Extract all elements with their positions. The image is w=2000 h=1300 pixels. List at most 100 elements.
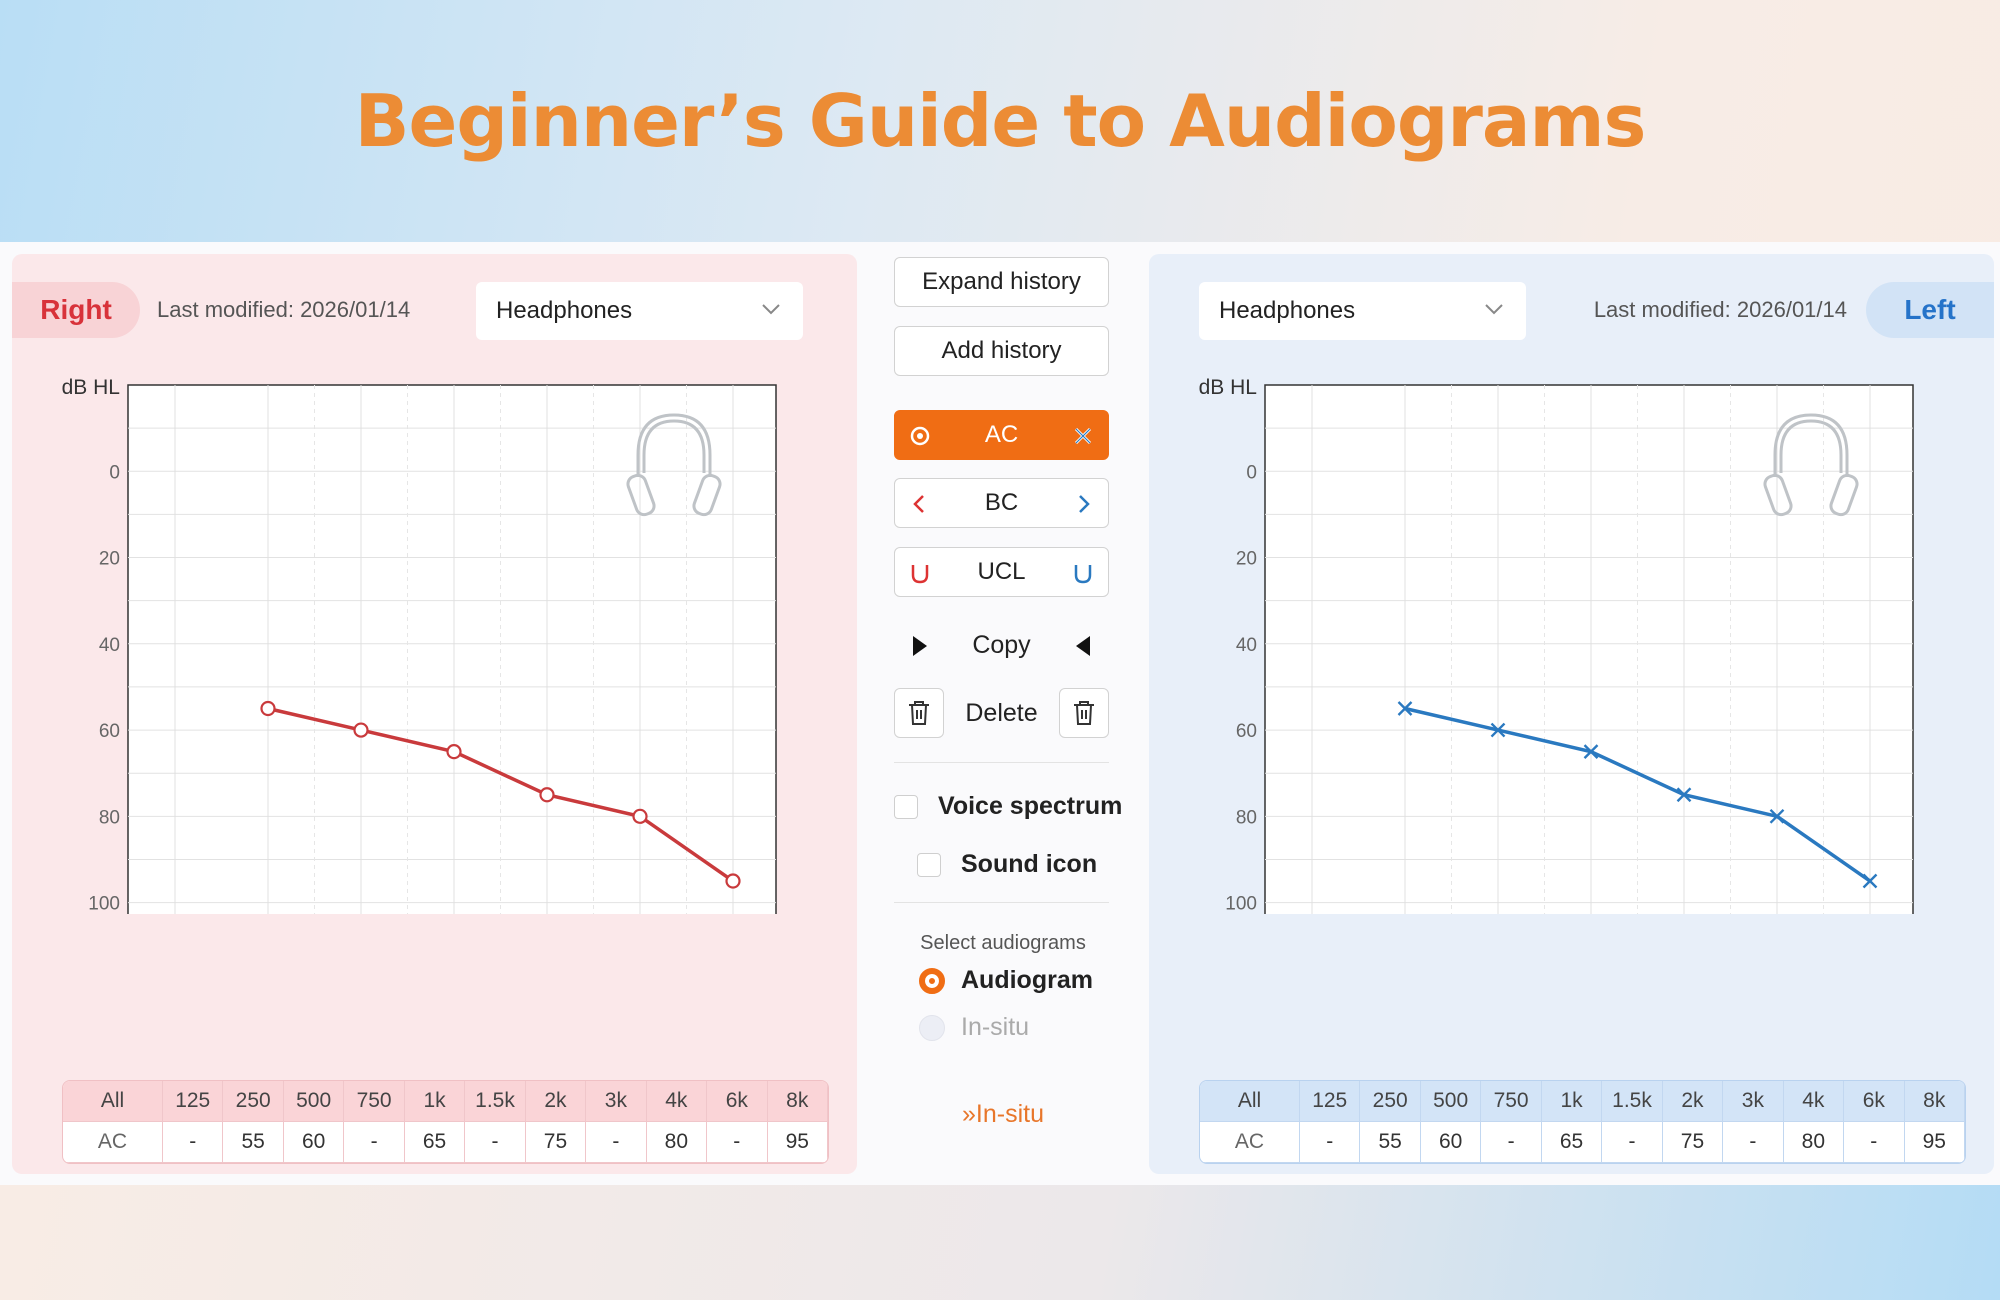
plot-area xyxy=(127,384,777,914)
table-cell[interactable]: - xyxy=(1300,1122,1361,1163)
table-cell[interactable]: - xyxy=(1481,1122,1542,1163)
table-cell[interactable]: 55 xyxy=(1360,1122,1421,1163)
table-cell[interactable]: 60 xyxy=(1420,1122,1482,1163)
y-tick-label: 100 xyxy=(88,894,120,914)
data-point xyxy=(1769,808,1785,824)
table-header-label: All xyxy=(1200,1081,1300,1122)
data-point xyxy=(1862,873,1878,889)
chevron-down-icon xyxy=(762,304,780,315)
data-point xyxy=(725,873,741,889)
ac-mode-button[interactable]: AC xyxy=(894,410,1109,460)
insitu-link-label: In-situ xyxy=(975,1100,1044,1128)
transducer-dropdown[interactable]: Headphones xyxy=(1199,282,1526,340)
insitu-link[interactable]: »In-situ xyxy=(857,1100,1149,1129)
table-cell[interactable]: 80 xyxy=(1783,1122,1845,1163)
y-tick-label: 20 xyxy=(99,549,120,570)
delete-row: Delete xyxy=(894,688,1109,738)
copy-to-left-icon[interactable] xyxy=(908,634,930,658)
transducer-value: Headphones xyxy=(496,297,633,324)
y-axis-label: dB HL xyxy=(1199,376,1257,399)
table-cell[interactable]: 55 xyxy=(223,1122,284,1163)
table-cell[interactable]: - xyxy=(707,1122,768,1163)
left-threshold-table: All 125 250 500 750 1k 1.5k 2k 3k 4k 6k 8k AC -55 60-6… xyxy=(1199,1080,1966,1164)
table-cell[interactable]: - xyxy=(586,1122,647,1163)
transducer-dropdown[interactable]: Headphones xyxy=(476,282,803,340)
table-cell[interactable]: - xyxy=(1844,1122,1905,1163)
y-tick-label: 0 xyxy=(109,462,120,483)
table-cell[interactable]: 65 xyxy=(1541,1122,1603,1163)
copy-to-right-icon[interactable] xyxy=(1073,634,1095,658)
table-header-cell: 125 xyxy=(1300,1081,1361,1122)
audiogram-radio-option[interactable]: Audiogram xyxy=(919,966,1093,995)
table-header-cell: 3k xyxy=(1723,1081,1784,1122)
table-header-cell: 4k xyxy=(646,1081,708,1122)
y-tick-label: 60 xyxy=(99,721,120,742)
data-point xyxy=(632,808,648,824)
table-header-cell: 250 xyxy=(1360,1081,1421,1122)
select-audiograms-title: Select audiograms xyxy=(920,932,1086,954)
delete-left-button[interactable] xyxy=(1059,688,1109,738)
table-header-cell: 125 xyxy=(163,1081,224,1122)
trash-icon xyxy=(1074,701,1094,725)
right-ear-tab[interactable]: Right xyxy=(12,282,140,338)
expand-history-label: Expand history xyxy=(922,268,1081,295)
table-cell[interactable]: - xyxy=(1723,1122,1784,1163)
table-header-cell: 1k xyxy=(1541,1081,1603,1122)
table-cell[interactable]: 75 xyxy=(525,1122,587,1163)
y-tick-label: 20 xyxy=(1236,549,1257,570)
left-audiogram-chart[interactable]: 0204060801001201252505001k2k4k8kdB HLHz xyxy=(1149,354,1994,914)
ucl-mode-button[interactable]: UCL xyxy=(894,547,1109,597)
data-point xyxy=(1583,744,1599,759)
delete-right-button[interactable] xyxy=(894,688,944,738)
y-axis-label: dB HL xyxy=(62,376,120,399)
data-point xyxy=(353,722,369,738)
expand-history-button[interactable]: Expand history xyxy=(894,257,1109,307)
bc-mode-button[interactable]: BC xyxy=(894,478,1109,528)
table-cell[interactable]: 95 xyxy=(767,1122,828,1163)
table-header-cell: 6k xyxy=(707,1081,768,1122)
table-header-cell: 8k xyxy=(1904,1081,1965,1122)
insitu-option-label: In-situ xyxy=(961,1013,1030,1041)
hero-banner: Beginner’s Guide to Audiograms xyxy=(0,0,2000,242)
footer-band xyxy=(0,1185,2000,1300)
left-ear-tab[interactable]: Left xyxy=(1866,282,1994,338)
page-title: Beginner’s Guide to Audiograms xyxy=(354,79,1647,163)
table-row-label: AC xyxy=(63,1122,163,1163)
data-point xyxy=(1676,787,1692,803)
plot-area xyxy=(1264,384,1914,914)
table-cell[interactable]: 60 xyxy=(283,1122,345,1163)
table-cell[interactable]: - xyxy=(344,1122,405,1163)
y-tick-label: 60 xyxy=(1236,721,1257,742)
divider xyxy=(894,902,1109,903)
table-cell[interactable]: - xyxy=(163,1122,224,1163)
y-tick-label: 40 xyxy=(99,635,120,656)
right-threshold-table: All 125 250 500 750 1k 1.5k 2k 3k 4k 6k 8k AC -55 60-6… xyxy=(62,1080,829,1164)
sound-icon-option[interactable]: Sound icon xyxy=(917,850,1097,879)
data-point xyxy=(1490,722,1506,738)
u-marker-icon xyxy=(911,565,929,584)
table-cell[interactable]: 75 xyxy=(1662,1122,1724,1163)
table-cell[interactable]: 80 xyxy=(646,1122,708,1163)
insitu-radio-option[interactable]: In-situ xyxy=(919,1013,1029,1042)
voice-spectrum-checkbox[interactable] xyxy=(894,794,918,819)
table-cell[interactable]: 95 xyxy=(1904,1122,1965,1163)
copy-label: Copy xyxy=(972,630,1031,659)
table-header-cell: 500 xyxy=(1420,1081,1482,1122)
table-cell[interactable]: - xyxy=(1602,1122,1663,1163)
table-cell[interactable]: - xyxy=(465,1122,526,1163)
chevron-left-icon xyxy=(913,495,924,513)
add-history-button[interactable]: Add history xyxy=(894,326,1109,376)
audiogram-radio[interactable] xyxy=(919,967,945,994)
table-header-cell: 2k xyxy=(1662,1081,1724,1122)
data-point xyxy=(1397,701,1413,716)
y-tick-label: 80 xyxy=(1236,807,1257,828)
table-header-cell: 6k xyxy=(1844,1081,1905,1122)
y-tick-label: 80 xyxy=(99,807,120,828)
insitu-radio[interactable] xyxy=(919,1014,945,1041)
sound-icon-checkbox[interactable] xyxy=(917,852,941,877)
voice-spectrum-option[interactable]: Voice spectrum xyxy=(894,792,1122,821)
data-point xyxy=(539,787,555,803)
voice-spectrum-label: Voice spectrum xyxy=(938,792,1123,820)
table-cell[interactable]: 65 xyxy=(404,1122,466,1163)
right-audiogram-chart[interactable]: 0204060801001201252505001k2k4k8kdB HLHz xyxy=(12,354,857,914)
